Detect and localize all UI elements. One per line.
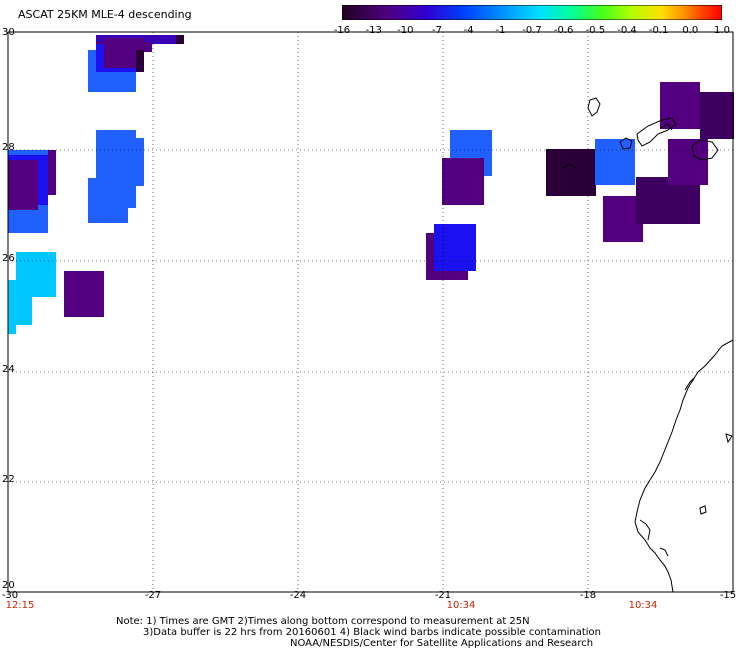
lon-tick-24: -24 [289, 590, 307, 601]
pass-time: 10:34 [446, 600, 476, 611]
colorbar-label: -10 [397, 25, 414, 36]
mle-cell [434, 233, 468, 271]
note-line-1: Note: 1) Times are GMT 2)Times along bot… [116, 616, 530, 627]
colorbar-label: -0.6 [553, 25, 574, 36]
note-line-3: NOAA/NESDIS/Center for Satellite Applica… [290, 638, 594, 649]
mle-cell [136, 50, 144, 72]
mle-cell [96, 170, 136, 208]
mle-cell [595, 139, 635, 185]
mle-cell [8, 160, 38, 210]
colorbar-label: -1 [495, 25, 506, 36]
lon-tick-21: -21 [434, 590, 452, 601]
graticule [8, 32, 733, 592]
lat-tick-24: 24 [2, 364, 15, 375]
colorbar-label: 0.0 [682, 25, 699, 36]
lat-tick-30: 30 [2, 27, 15, 38]
mle-cell [64, 271, 104, 317]
map-title: ASCAT 25KM MLE-4 descending [18, 8, 192, 21]
mle-data-cells [8, 35, 734, 334]
colorbar [342, 5, 722, 20]
pass-time: 10:34 [628, 600, 658, 611]
pass-time: 12:15 [5, 600, 35, 611]
mle-cell [660, 82, 700, 129]
colorbar-label: -4 [463, 25, 474, 36]
colorbar-label: -0.1 [648, 25, 669, 36]
mle-cell [176, 35, 184, 44]
colorbar-label: -7 [432, 25, 442, 36]
mle-cell [668, 139, 708, 185]
colorbar-label: -0.5 [585, 25, 606, 36]
map-frame [7, 31, 734, 593]
lon-tick-18: -18 [579, 590, 597, 601]
lon-tick-30: -30 [1, 590, 19, 601]
colorbar-label: -0.4 [617, 25, 637, 36]
lat-tick-28: 28 [2, 142, 15, 153]
colorbar-label: 1.0 [714, 25, 730, 36]
colorbar-label: -13 [365, 25, 382, 36]
mle-cell [546, 149, 596, 196]
lon-tick-15: -15 [719, 590, 737, 601]
mle-cell [8, 280, 32, 325]
colorbar-label: -16 [333, 25, 351, 36]
lat-tick-26: 26 [2, 253, 15, 264]
note-line-2: 3)Data buffer is 22 hrs from 20160601 4)… [143, 627, 601, 638]
lat-tick-20: 20 [2, 580, 15, 591]
colorbar-label: -0.7 [522, 25, 542, 36]
lat-tick-22: 22 [2, 474, 15, 485]
lon-tick-27: -27 [144, 590, 162, 601]
mle-cell [8, 320, 16, 334]
coastline [562, 97, 734, 593]
mle-cell [442, 158, 484, 205]
mle-cell [700, 92, 734, 139]
